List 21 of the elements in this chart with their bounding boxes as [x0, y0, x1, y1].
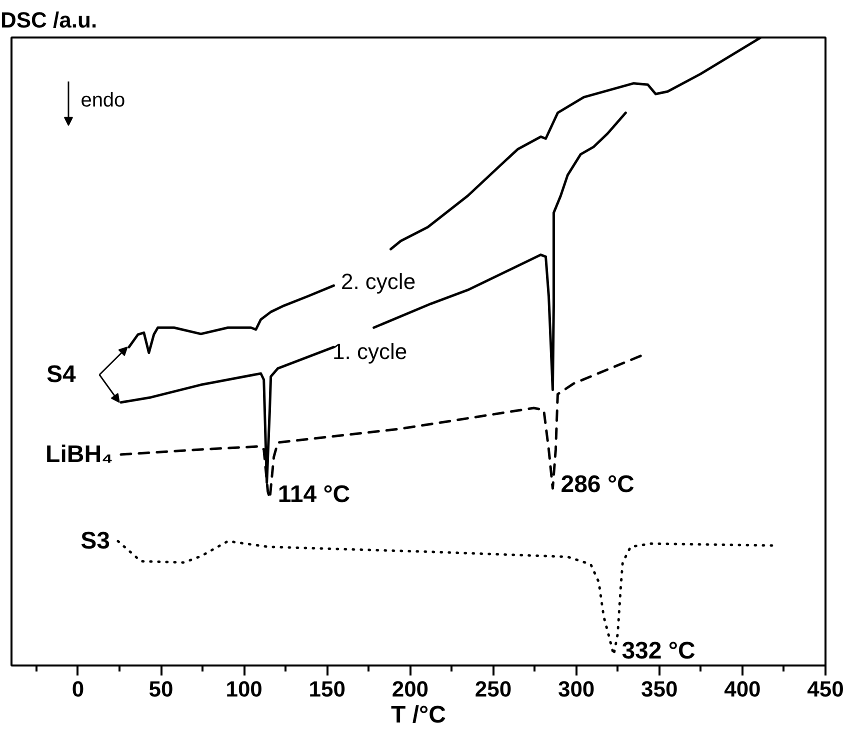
y-axis-title: DSC /a.u. — [0, 8, 98, 32]
x-tick-label: 100 — [226, 676, 262, 702]
annotation: 286 °C — [560, 470, 634, 498]
x-tick-label: 450 — [807, 676, 844, 702]
x-tick-label: 300 — [558, 676, 595, 702]
x-axis-title: T /°C — [391, 702, 446, 728]
x-tick-label: 250 — [474, 676, 512, 702]
x-tick-label: 50 — [148, 676, 174, 702]
annotation: 114 °C — [278, 480, 350, 508]
x-tick-label: 200 — [392, 676, 429, 702]
x-tick-label: 150 — [308, 676, 346, 702]
annotation: endo — [80, 89, 126, 112]
series-label: LiBH₄ — [46, 440, 113, 468]
x-tick-label: 400 — [724, 676, 761, 702]
x-tick-label: 350 — [641, 676, 678, 702]
annotation: 332 °C — [622, 637, 696, 664]
series-label: S3 — [80, 528, 110, 555]
series-label: 1. cycle — [332, 338, 408, 364]
annotation: S4 — [46, 361, 77, 388]
x-tick-label: 0 — [72, 676, 84, 702]
series-label: 2. cycle — [340, 268, 416, 294]
